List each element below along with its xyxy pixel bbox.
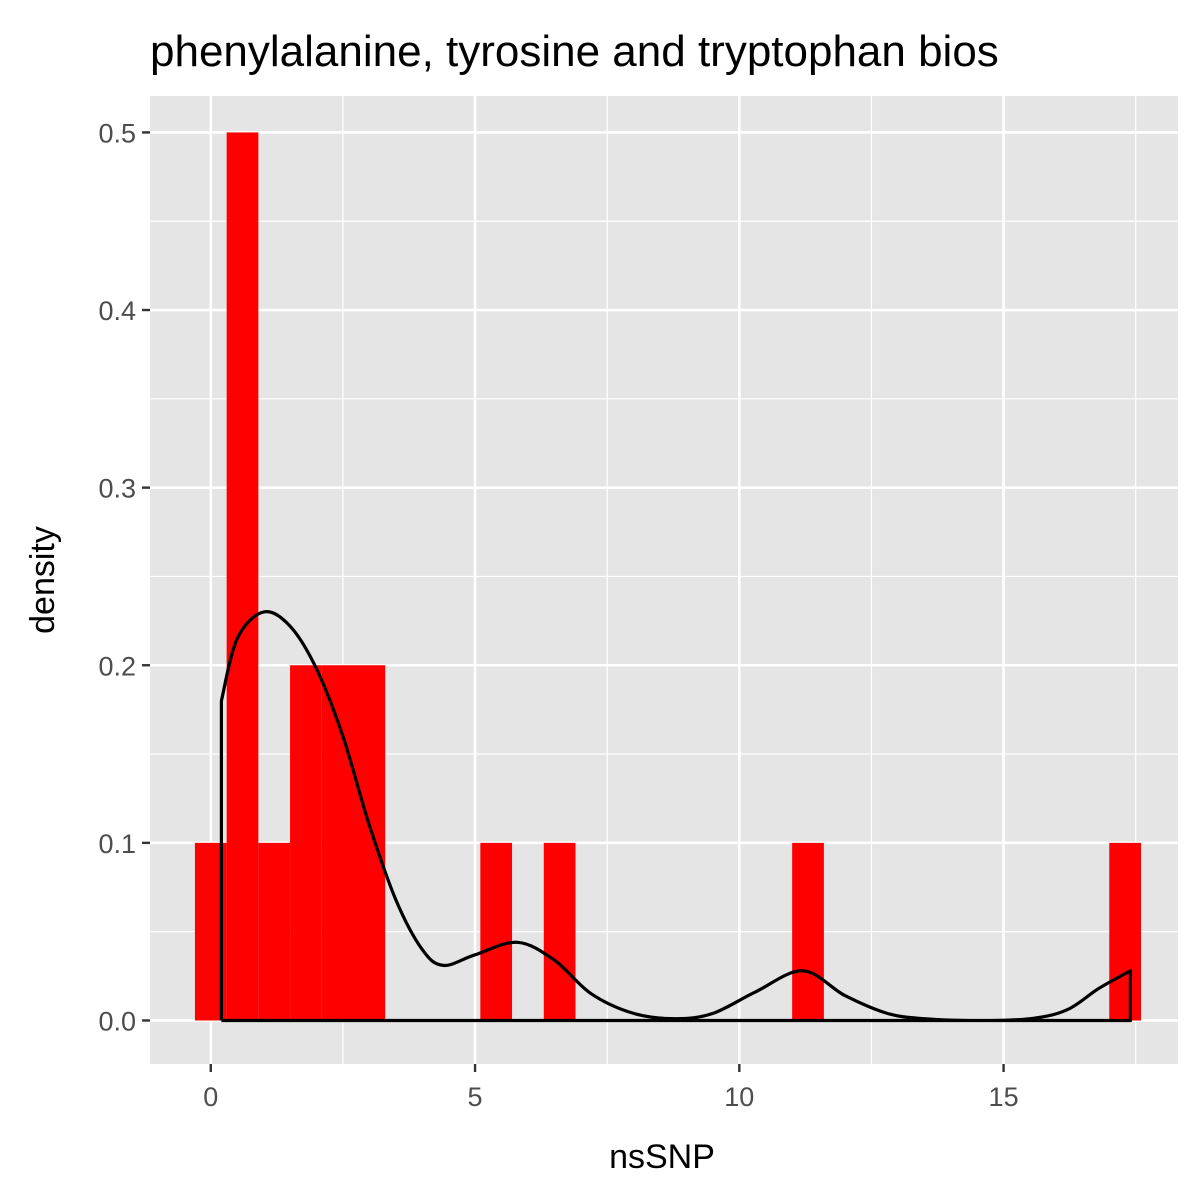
histogram-bar — [353, 665, 386, 1021]
y-tick-label: 0.4 — [98, 296, 136, 326]
axes: 0 5 10 15 0.0 0.1 0.2 0.3 0.4 0.5 — [98, 118, 1018, 1112]
histogram-bar — [258, 842, 291, 1021]
density-curve-layer — [219, 610, 1132, 1023]
histogram-bar — [226, 132, 259, 1021]
histogram-bar — [290, 665, 322, 1021]
y-axis-title: density — [24, 526, 62, 634]
x-tick-label: 15 — [989, 1082, 1019, 1112]
y-tick-label: 0.3 — [98, 474, 136, 504]
y-tick-label: 0.0 — [98, 1006, 136, 1036]
x-axis-title: nsSNP — [609, 1138, 715, 1176]
y-tick-label: 0.5 — [98, 118, 136, 148]
histogram-bar — [480, 842, 513, 1021]
y-tick-label: 0.2 — [98, 651, 136, 681]
histogram-bar — [792, 842, 824, 1021]
x-tick-label: 0 — [203, 1082, 218, 1112]
histogram-bar — [543, 842, 576, 1021]
x-tick-label: 10 — [724, 1082, 754, 1112]
density-curve — [219, 610, 1132, 1023]
histogram-bar — [1109, 842, 1142, 1021]
y-tick-label: 0.1 — [98, 829, 136, 859]
chart-title: phenylalanine, tyrosine and tryptophan b… — [150, 27, 999, 76]
x-tick-label: 5 — [468, 1082, 483, 1112]
